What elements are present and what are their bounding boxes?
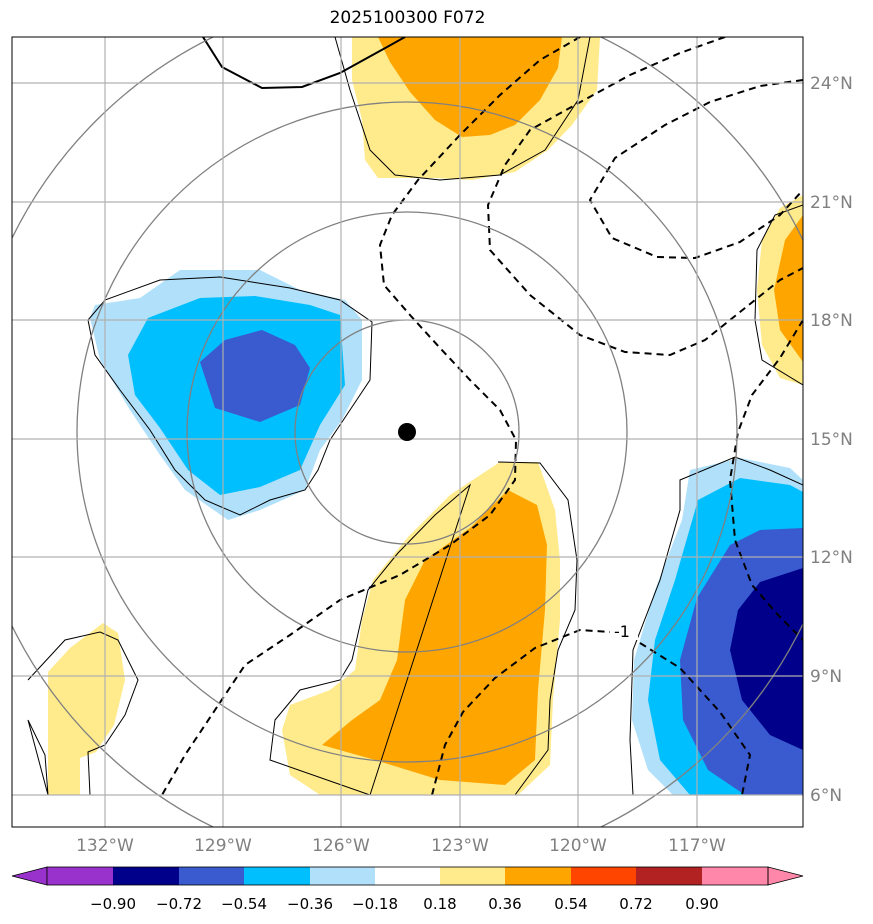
colorbar-frame <box>46 866 769 886</box>
shade-negative-left-blue <box>200 330 310 422</box>
outline-positive-left <box>27 631 139 796</box>
colorbar-bin <box>440 867 505 885</box>
colorbar-bin <box>375 867 440 885</box>
colorbar-bin <box>47 867 113 885</box>
storm-center-marker <box>398 423 416 441</box>
shade-positive-top-orange <box>378 37 562 137</box>
colorbar <box>11 866 804 886</box>
colorbar-tick-label: 0.90 <box>685 895 718 913</box>
dashed-contour-loop <box>486 37 803 357</box>
colorbar-bin <box>505 867 571 885</box>
colorbar-bin <box>571 867 636 885</box>
colorbar-bin <box>702 867 768 885</box>
lat-tick-label: 15°N <box>810 430 853 450</box>
lat-tick-label: 24°N <box>810 74 853 94</box>
lon-tick-label: 120°W <box>549 836 607 856</box>
colorbar-tick-label: 0.54 <box>554 895 587 913</box>
colorbar-tick-label: −0.90 <box>90 895 136 913</box>
dashed-contour-right <box>728 319 803 641</box>
shade-positive-center-orange <box>322 490 547 785</box>
colorbar-bin <box>179 867 244 885</box>
range-ring-3 <box>76 101 738 763</box>
contour-label: -1 <box>614 622 630 641</box>
plot-frame <box>11 36 804 828</box>
lat-tick-label: 21°N <box>810 193 853 213</box>
lat-tick-label: 6°N <box>810 786 842 806</box>
outline-negative-right <box>629 456 803 796</box>
dashed-contour-upper-right <box>588 79 803 260</box>
colorbar-tick-label: −0.36 <box>287 895 333 913</box>
shade-negative-right-navy <box>730 568 803 750</box>
colorbar-bin <box>310 867 375 885</box>
colorbar-extend-low <box>11 866 48 886</box>
colorbar-tick-label: −0.72 <box>156 895 202 913</box>
colorbar-tick-label: −0.54 <box>221 895 267 913</box>
colorbar-bin <box>113 867 179 885</box>
dashed-contour-central <box>161 37 581 796</box>
lat-tick-label: 9°N <box>810 667 842 687</box>
lat-tick-label: 12°N <box>810 548 853 568</box>
lat-tick-label: 18°N <box>810 311 853 331</box>
colorbar-bin <box>636 867 702 885</box>
shade-positive-left-light <box>48 623 125 795</box>
lon-tick-label: 126°W <box>312 836 370 856</box>
colorbar-tick-label: 0.18 <box>423 895 456 913</box>
lon-tick-label: 129°W <box>194 836 252 856</box>
lon-tick-label: 123°W <box>431 836 489 856</box>
colorbar-extend-high <box>767 866 804 886</box>
shade-positive-right-orange <box>774 215 803 362</box>
colorbar-tick-label: 0.36 <box>488 895 521 913</box>
colorbar-tick-label: 0.72 <box>619 895 652 913</box>
contour-label-bg <box>610 622 638 640</box>
outline-negative-left <box>87 276 373 516</box>
lon-tick-label: 132°W <box>76 836 134 856</box>
outline-positive-right <box>754 204 803 386</box>
range-ring-2 <box>186 211 628 653</box>
solid-contour <box>202 37 406 90</box>
dashed-contour-lower <box>431 628 752 796</box>
lon-tick-label: 117°W <box>668 836 726 856</box>
colorbar-bin <box>244 867 310 885</box>
colorbar-tick-label: −0.18 <box>352 895 398 913</box>
outline-positive-top <box>334 37 591 181</box>
map-title: 2025100300 F072 <box>329 8 486 28</box>
